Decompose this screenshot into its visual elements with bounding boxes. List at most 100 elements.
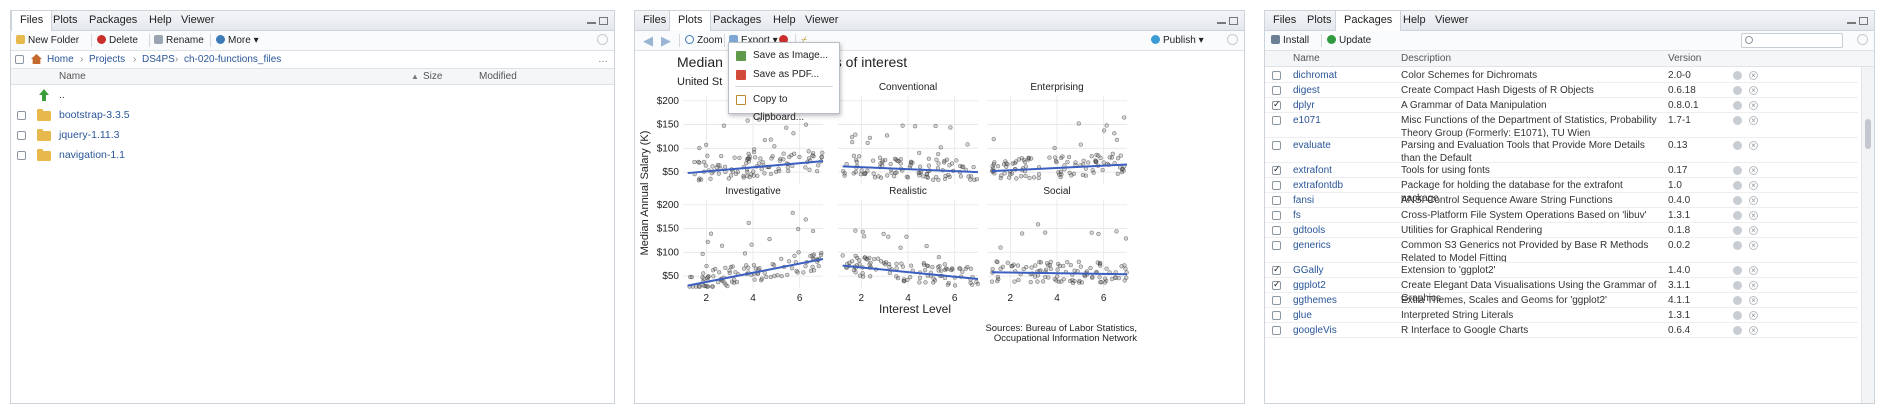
package-load-checkbox[interactable] <box>1272 226 1281 235</box>
package-row[interactable]: gdtools Utilities for Graphical Rendering… <box>1265 223 1858 238</box>
package-name[interactable]: dichromat <box>1293 70 1337 81</box>
refresh-icon[interactable] <box>1227 34 1238 45</box>
package-load-checkbox[interactable] <box>1272 241 1281 250</box>
list-item-parent[interactable]: .. <box>11 85 614 105</box>
package-website-icon[interactable] <box>1733 71 1742 80</box>
forward-arrow-icon[interactable]: ▶ <box>661 33 671 48</box>
package-row[interactable]: extrafontdb Package for holding the datab… <box>1265 178 1858 204</box>
tab-help[interactable]: Help <box>149 14 172 26</box>
tab-viewer[interactable]: Viewer <box>1435 14 1469 26</box>
package-website-icon[interactable] <box>1733 166 1742 175</box>
package-load-checkbox[interactable] <box>1272 86 1281 95</box>
row-checkbox[interactable] <box>17 151 26 160</box>
tab-files[interactable]: Files <box>643 14 667 26</box>
remove-package-icon[interactable]: × <box>1749 226 1758 235</box>
package-website-icon[interactable] <box>1733 86 1742 95</box>
copy-to-clipboard-menu-item[interactable]: Copy to Clipboard... <box>729 91 839 123</box>
package-website-icon[interactable] <box>1733 116 1742 125</box>
package-load-checkbox[interactable] <box>1272 311 1281 320</box>
package-name[interactable]: ggplot2 <box>1293 280 1326 291</box>
zoom-button[interactable]: Zoom <box>685 31 723 50</box>
save-as-image-menu-item[interactable]: Save as Image... <box>729 47 839 65</box>
package-name[interactable]: extrafont <box>1293 165 1332 176</box>
package-row[interactable]: generics Common S3 Generics not Provided … <box>1265 238 1858 264</box>
tab-viewer[interactable]: Viewer <box>805 14 839 26</box>
package-row[interactable]: ggthemes Extra Themes, Scales and Geoms f… <box>1265 293 1858 308</box>
package-load-checkbox[interactable] <box>1272 279 1281 290</box>
remove-package-icon[interactable]: × <box>1749 211 1758 220</box>
tab-files[interactable]: Files <box>1273 14 1297 26</box>
tab-files[interactable]: Files <box>11 11 53 31</box>
update-button[interactable]: Update <box>1327 31 1371 50</box>
column-modified[interactable]: Modified <box>479 71 517 82</box>
package-website-icon[interactable] <box>1733 241 1742 250</box>
package-name[interactable]: gdtools <box>1293 225 1326 236</box>
remove-package-icon[interactable]: × <box>1749 266 1758 275</box>
package-row[interactable]: googleVis R Interface to Google Charts 0.6… <box>1265 323 1858 338</box>
package-name[interactable]: glue <box>1293 310 1312 321</box>
remove-package-icon[interactable]: × <box>1749 86 1758 95</box>
package-website-icon[interactable] <box>1733 196 1742 205</box>
package-row[interactable]: evaluate Parsing and Evaluation Tools tha… <box>1265 138 1858 164</box>
save-as-pdf-menu-item[interactable]: Save as PDF... <box>729 66 839 84</box>
tab-plots[interactable]: Plots <box>669 11 712 31</box>
package-website-icon[interactable] <box>1733 226 1742 235</box>
column-name[interactable]: Name <box>1293 53 1320 64</box>
tab-help[interactable]: Help <box>773 14 796 26</box>
package-name[interactable]: generics <box>1293 240 1331 251</box>
package-load-checkbox[interactable] <box>1272 211 1281 220</box>
remove-package-icon[interactable]: × <box>1749 241 1758 250</box>
maximize-icon[interactable] <box>1859 17 1868 25</box>
delete-button[interactable]: Delete <box>97 31 138 50</box>
back-arrow-icon[interactable]: ◀ <box>643 33 653 48</box>
package-load-checkbox[interactable] <box>1272 141 1281 150</box>
scrollbar-thumb[interactable] <box>1865 119 1871 149</box>
remove-package-icon[interactable]: × <box>1749 281 1758 290</box>
package-row[interactable]: dichromat Color Schemes for Dichromats 2.0… <box>1265 68 1858 83</box>
package-row[interactable]: e1071 Misc Functions of the Department of… <box>1265 113 1858 139</box>
package-website-icon[interactable] <box>1733 141 1742 150</box>
minimize-icon[interactable] <box>587 21 596 24</box>
remove-package-icon[interactable]: × <box>1749 326 1758 335</box>
maximize-icon[interactable] <box>599 17 608 25</box>
package-load-checkbox[interactable] <box>1272 296 1281 305</box>
package-row[interactable]: dplyr A Grammar of Data Manipulation 0.8.0… <box>1265 98 1858 113</box>
file-name[interactable]: navigation-1.1 <box>59 149 125 161</box>
vertical-scrollbar[interactable] <box>1861 67 1874 403</box>
remove-package-icon[interactable]: × <box>1749 116 1758 125</box>
export-button[interactable]: Export ▾ <box>729 31 778 50</box>
package-name[interactable]: fansi <box>1293 195 1315 206</box>
tab-packages[interactable]: Packages <box>713 14 762 26</box>
publish-button[interactable]: Publish ▾ <box>1151 31 1204 50</box>
package-load-checkbox[interactable] <box>1272 164 1281 175</box>
breadcrumb-more-icon[interactable]: … <box>598 54 608 65</box>
breadcrumb-ds4ps[interactable]: DS4PS <box>142 54 175 65</box>
package-row[interactable]: glue Interpreted String Literals 1.3.1 × <box>1265 308 1858 323</box>
remove-package-icon[interactable]: × <box>1749 181 1758 190</box>
refresh-icon[interactable] <box>597 34 608 45</box>
package-row[interactable]: fansi ANSI Control Sequence Aware String … <box>1265 193 1858 208</box>
tab-packages[interactable]: Packages <box>1335 11 1402 31</box>
package-load-checkbox[interactable] <box>1272 99 1281 110</box>
package-website-icon[interactable] <box>1733 101 1742 110</box>
remove-plot-button[interactable] <box>779 31 791 50</box>
install-button[interactable]: Install <box>1271 31 1309 50</box>
list-item[interactable]: navigation-1.1 <box>11 145 614 165</box>
list-item[interactable]: jquery-1.11.3 <box>11 125 614 145</box>
package-name[interactable]: fs <box>1293 210 1301 221</box>
home-icon[interactable] <box>31 54 42 64</box>
maximize-icon[interactable] <box>1229 17 1238 25</box>
remove-package-icon[interactable]: × <box>1749 71 1758 80</box>
package-website-icon[interactable] <box>1733 311 1742 320</box>
remove-package-icon[interactable]: × <box>1749 296 1758 305</box>
breadcrumb-home[interactable]: Home <box>47 54 74 65</box>
package-website-icon[interactable] <box>1733 281 1742 290</box>
column-description[interactable]: Description <box>1401 53 1452 64</box>
package-row[interactable]: extrafont Tools for using fonts 0.17 × <box>1265 163 1858 178</box>
package-load-checkbox[interactable] <box>1272 116 1281 125</box>
new-folder-button[interactable]: New Folder <box>16 31 79 50</box>
package-website-icon[interactable] <box>1733 181 1742 190</box>
package-load-checkbox[interactable] <box>1272 71 1281 80</box>
tab-plots[interactable]: Plots <box>53 14 78 26</box>
broom-icon[interactable]: ⌿ <box>801 35 807 46</box>
